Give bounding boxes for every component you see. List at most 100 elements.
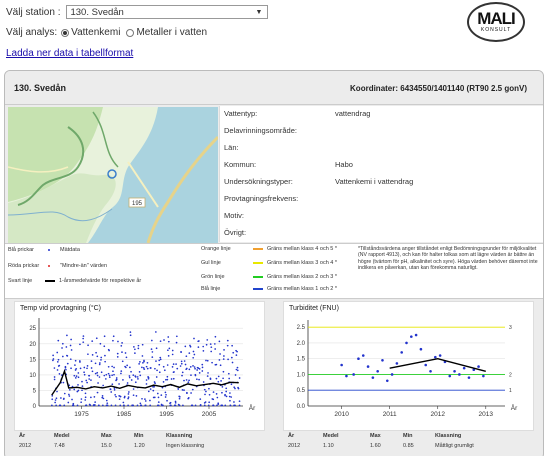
stats-header: Min xyxy=(403,433,413,439)
data-point xyxy=(220,380,222,382)
data-point xyxy=(137,344,140,347)
data-point xyxy=(149,388,152,390)
data-point xyxy=(126,382,129,384)
info-label: Undersökningstyper: xyxy=(224,177,293,186)
data-point xyxy=(205,390,207,393)
data-point xyxy=(345,374,348,378)
info-label: Vattentyp: xyxy=(224,109,258,118)
data-point xyxy=(219,364,222,367)
data-point xyxy=(155,331,157,333)
station-map[interactable]: 195 xyxy=(8,107,218,243)
stats-cell: 7.48 xyxy=(54,443,65,449)
data-point xyxy=(112,339,114,342)
data-point xyxy=(157,404,160,407)
data-point xyxy=(141,355,144,357)
data-point xyxy=(226,339,229,342)
data-point xyxy=(145,383,148,385)
x-tick-label: 1975 xyxy=(74,411,89,418)
data-point xyxy=(224,404,227,407)
data-point xyxy=(141,343,144,346)
data-point xyxy=(151,356,154,358)
data-point xyxy=(229,392,231,394)
data-point xyxy=(61,355,64,358)
data-point xyxy=(59,404,62,407)
data-point xyxy=(225,387,228,390)
y-tick-label: 0.5 xyxy=(297,388,306,394)
data-point xyxy=(133,346,135,348)
data-point xyxy=(164,391,167,394)
data-point xyxy=(110,404,113,407)
analysis-option-metaller[interactable]: Metaller i vatten xyxy=(126,27,207,38)
data-point xyxy=(166,399,168,402)
data-point xyxy=(467,376,471,379)
data-point xyxy=(61,342,64,345)
data-point xyxy=(216,396,219,399)
x-tick-label: 2013 xyxy=(479,411,494,418)
data-point xyxy=(99,342,102,345)
radio-vattenkemi[interactable] xyxy=(61,28,70,37)
data-point xyxy=(159,358,162,361)
chevron-down-icon: ▼ xyxy=(255,8,263,16)
data-point xyxy=(146,367,149,370)
data-point xyxy=(65,368,67,371)
data-point xyxy=(145,379,148,381)
data-point xyxy=(171,353,174,356)
data-point xyxy=(74,364,76,366)
data-point xyxy=(141,366,143,369)
data-point xyxy=(104,360,106,363)
data-point xyxy=(211,361,213,364)
data-point xyxy=(63,392,66,395)
data-point xyxy=(79,361,81,363)
data-point xyxy=(121,351,123,353)
analysis-option-vattenkemi[interactable]: Vattenkemi xyxy=(61,27,120,38)
data-point xyxy=(156,369,158,372)
data-point xyxy=(199,404,202,407)
data-point xyxy=(477,365,480,368)
download-table-link[interactable]: Ladda ner data i tabellformat xyxy=(6,48,134,59)
data-point xyxy=(72,404,74,407)
data-point xyxy=(448,374,452,378)
data-point xyxy=(134,381,137,384)
data-point xyxy=(57,358,60,361)
data-point xyxy=(143,360,145,363)
data-point xyxy=(139,361,141,363)
data-point xyxy=(88,374,91,377)
data-point xyxy=(147,390,150,393)
data-point xyxy=(150,348,153,350)
data-point xyxy=(155,360,157,362)
orange-line-icon xyxy=(253,248,263,250)
radio-metaller[interactable] xyxy=(126,28,135,37)
data-point xyxy=(174,400,177,403)
data-point xyxy=(147,376,150,379)
data-point xyxy=(85,404,88,407)
data-point xyxy=(184,363,187,366)
data-point xyxy=(117,340,119,343)
data-point xyxy=(112,370,114,373)
legend-label: Blå linje xyxy=(201,286,221,292)
data-point xyxy=(73,374,76,377)
data-point xyxy=(198,372,201,374)
data-point xyxy=(222,358,225,360)
data-point xyxy=(235,368,238,371)
data-point xyxy=(216,404,218,407)
data-point xyxy=(419,347,423,351)
data-point xyxy=(238,400,241,403)
data-point xyxy=(89,404,92,406)
info-label: Kommun: xyxy=(224,160,257,169)
data-point xyxy=(82,335,85,337)
data-point xyxy=(230,356,233,359)
stats-header: År xyxy=(19,433,26,439)
data-point xyxy=(127,396,130,398)
station-select[interactable]: 130. Svedån ▼ xyxy=(66,5,269,19)
data-point xyxy=(94,372,97,375)
data-point xyxy=(75,367,78,370)
data-point xyxy=(171,349,174,352)
data-point xyxy=(340,363,343,367)
data-point xyxy=(160,394,163,396)
data-point xyxy=(400,351,403,354)
data-point xyxy=(230,383,233,386)
data-point xyxy=(83,371,85,374)
data-point xyxy=(166,364,169,366)
data-point xyxy=(104,378,107,380)
data-point xyxy=(175,341,178,344)
